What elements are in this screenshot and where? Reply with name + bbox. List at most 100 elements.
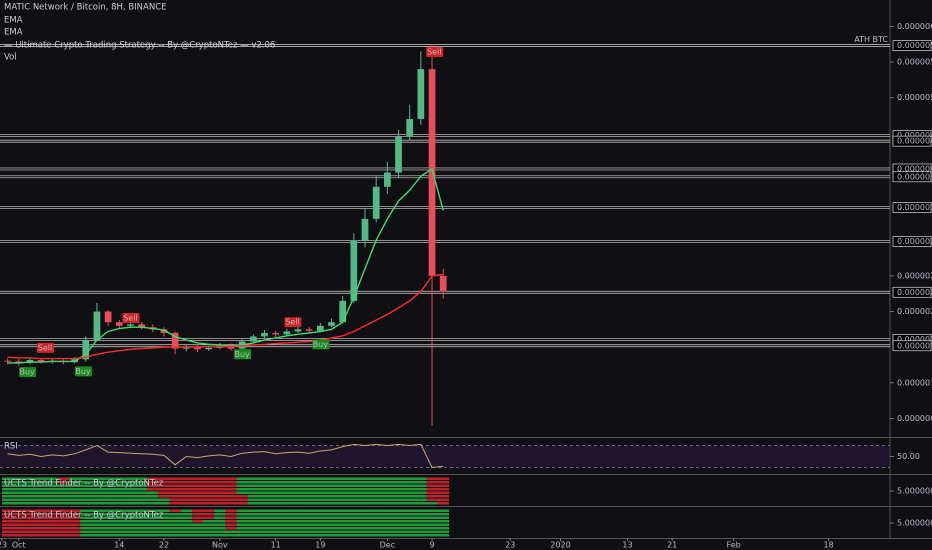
trend-stripe — [57, 509, 70, 512]
trend-stripe — [46, 502, 59, 505]
signal-box — [19, 367, 37, 378]
trend-stripe — [314, 488, 327, 491]
candle-body — [261, 332, 268, 337]
trend-stripe — [113, 481, 126, 484]
trend-stripe — [437, 488, 450, 491]
trend-stripe — [270, 484, 282, 487]
candle-body — [115, 322, 123, 326]
trend-stripe — [258, 502, 271, 505]
level-label-box — [892, 171, 932, 183]
trend-stripe — [303, 491, 316, 494]
trend-stripe — [303, 513, 316, 516]
trend-stripe — [113, 523, 126, 526]
trend-stripe — [415, 498, 427, 501]
trend-stripe — [258, 523, 271, 526]
trend-stripe — [392, 502, 405, 505]
trend-stripe — [24, 491, 36, 494]
trend-stripe — [24, 498, 36, 501]
trend-stripe — [258, 477, 271, 480]
trend-stripe — [225, 488, 237, 491]
trend-stripe — [147, 520, 159, 523]
trend-stripe — [35, 520, 47, 523]
level-label: 0.00000161 — [897, 335, 932, 344]
trend-stripe — [35, 513, 47, 516]
trend-stripe — [381, 527, 394, 530]
trend-stripe — [348, 484, 360, 487]
x-tick-label: 23 — [505, 541, 515, 550]
trend-stripe — [102, 523, 114, 526]
candle-body — [194, 347, 201, 350]
trend-stripe — [337, 481, 349, 484]
trend-stripe — [158, 527, 170, 530]
trend-stripe — [80, 527, 92, 530]
trend-stripe — [404, 488, 416, 491]
trend-stripe — [337, 495, 349, 498]
trend-stripe — [46, 484, 59, 487]
trend-stripe — [270, 498, 282, 501]
trend-stripe — [169, 513, 182, 516]
candle-body — [328, 322, 335, 326]
trend-stripe — [46, 477, 59, 480]
trend-stripe — [225, 502, 237, 505]
trend-stripe — [359, 491, 371, 494]
trend-stripe — [214, 484, 226, 487]
trend-stripe — [214, 498, 226, 501]
trend-stripe — [191, 520, 204, 523]
trend-stripe — [35, 498, 47, 501]
trend-stripe — [180, 488, 193, 491]
y-tick-label: 0.00000250 — [897, 271, 932, 280]
trend-stripe — [35, 509, 47, 512]
trend-stripe — [180, 484, 193, 487]
trend-stripe — [69, 477, 81, 480]
trend-stripe — [136, 498, 148, 501]
trend-stripe — [35, 495, 47, 498]
trend-stripe — [158, 481, 170, 484]
trend-stripe — [303, 534, 316, 537]
trend-stripe — [236, 484, 249, 487]
trend-stripe — [359, 509, 371, 512]
trend-stripe — [325, 495, 338, 498]
trend-stripe — [102, 491, 114, 494]
trend-stripe — [136, 530, 148, 533]
trend-stripe — [214, 495, 226, 498]
trend-stripe — [337, 484, 349, 487]
trend-stripe — [124, 498, 137, 501]
trend-stripe — [370, 491, 383, 494]
trend-stripe — [348, 527, 360, 530]
trend-stripe — [24, 530, 36, 533]
trend-stripe — [35, 481, 47, 484]
trend-stripe — [169, 502, 182, 505]
trend-stripe — [24, 481, 36, 484]
trend-stripe — [102, 495, 114, 498]
trend-stripe — [191, 495, 204, 498]
trend-stripe — [247, 516, 260, 519]
trend-stripe — [281, 513, 293, 516]
trend-stripe — [13, 534, 25, 537]
candle-body — [138, 324, 145, 328]
trend-stripe — [46, 523, 59, 526]
candle-body — [93, 311, 101, 341]
level-label: 0.00000346 — [897, 203, 932, 212]
trend-stripe — [191, 527, 204, 530]
trend-stripe — [2, 477, 14, 480]
trend-stripe — [392, 513, 405, 516]
trend-stripe — [24, 520, 36, 523]
trend-stripe — [337, 491, 349, 494]
trend-stripe — [80, 523, 92, 526]
trend-stripe — [348, 509, 360, 512]
trend-stripe — [348, 502, 360, 505]
trend-stripe — [180, 513, 193, 516]
trend-stripe — [80, 516, 92, 519]
trend-stripe — [180, 477, 193, 480]
trend-stripe — [158, 516, 170, 519]
y-tick-label: 0.00000100 — [897, 378, 932, 387]
strategy-label: — Ultimate Crypto Trading Strategy -- By… — [4, 41, 275, 51]
trend-stripe — [415, 534, 427, 537]
trend-stripe — [236, 477, 249, 480]
trend-stripe — [13, 502, 25, 505]
trend-stripe — [69, 513, 81, 516]
trend-stripe — [147, 477, 159, 480]
trend-stripe — [381, 516, 394, 519]
trend-stripe — [292, 509, 304, 512]
trend-stripe — [359, 520, 371, 523]
